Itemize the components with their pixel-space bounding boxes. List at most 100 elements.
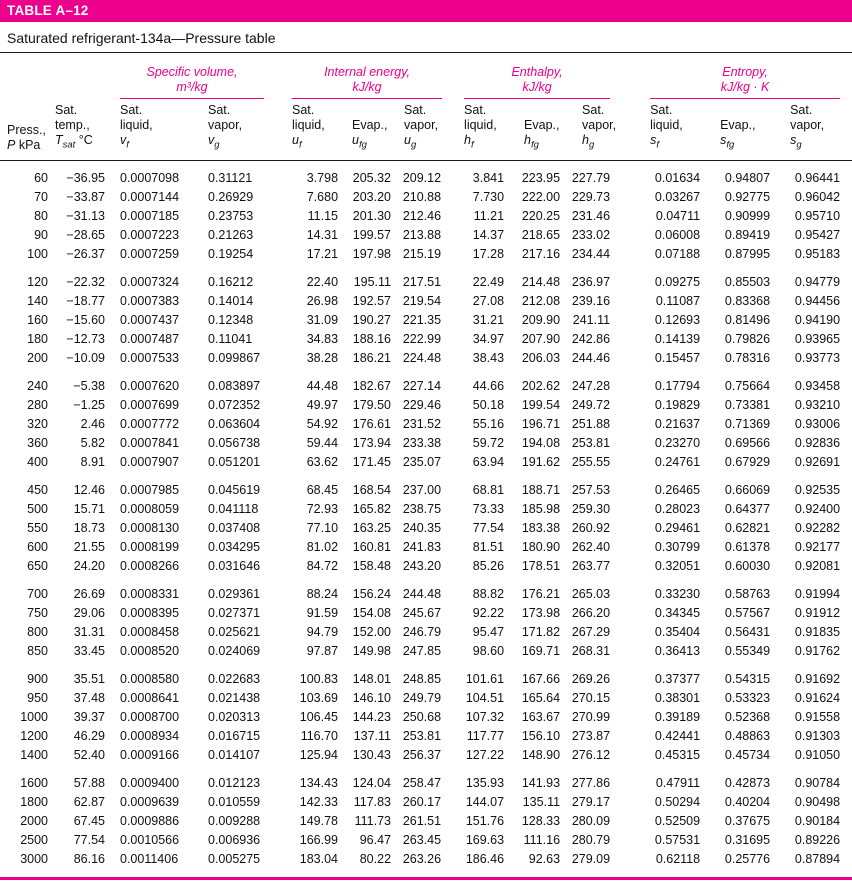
cell-uf: 116.70	[300, 728, 339, 743]
cell-hg: 236.97	[571, 274, 611, 289]
cell-sg: 0.92177	[794, 539, 841, 554]
cell-hf: 50.18	[472, 397, 505, 412]
cell-pressure: 90	[34, 227, 48, 242]
cell-vg: 0.11041	[208, 331, 253, 346]
cell-vg: 0.022683	[208, 671, 261, 686]
cell-ufg: 165.82	[352, 501, 392, 516]
cell-sfg: 0.48863	[724, 728, 771, 743]
cell-vg: 0.009288	[208, 813, 261, 828]
cell-sat-temp: 35.51	[73, 671, 105, 686]
cell-pressure: 950	[27, 690, 48, 705]
cell-hg: 262.40	[571, 539, 611, 554]
cell-hf: 77.54	[472, 520, 505, 535]
column-group-row: Specific volume, m³/kg Internal energy, kJ/…	[0, 53, 852, 99]
cell-sg: 0.93210	[794, 397, 841, 412]
cell-sf: 0.33230	[654, 586, 701, 601]
cell-ug: 221.35	[402, 312, 442, 327]
cell-ufg: 124.04	[352, 775, 392, 790]
col-header-uf: Sat. liquid, uf	[284, 99, 341, 161]
cell-hfg: 209.90	[521, 312, 561, 327]
cell-ufg: 144.23	[352, 709, 392, 724]
cell-sg: 0.92836	[794, 435, 841, 450]
column-group-specific-volume: Specific volume, m³/kg	[110, 53, 284, 99]
cell-uf: 7.680	[306, 189, 339, 204]
table-row: 600 21.55 0.0008199 0.034295 81.02 160.81 241.…	[0, 538, 852, 557]
cell-vf: 0.0008934	[120, 728, 180, 743]
cell-sg: 0.89226	[794, 832, 841, 847]
cell-sf: 0.35404	[654, 624, 701, 639]
cell-vg: 0.034295	[208, 539, 261, 554]
cell-vg: 0.072352	[208, 397, 261, 412]
cell-vg: 0.21263	[208, 227, 254, 242]
cell-hf: 98.60	[472, 643, 505, 658]
cell-sat-temp: 57.88	[73, 775, 105, 790]
cell-vf: 0.0007098	[120, 170, 180, 185]
cell-hf: 7.730	[472, 189, 505, 204]
cell-uf: 106.45	[299, 709, 339, 724]
cell-vg: 0.029361	[208, 586, 261, 601]
table-row: 320 2.46 0.0007772 0.063604 54.92 176.61 231.5…	[0, 415, 852, 434]
cell-hg: 267.29	[571, 624, 611, 639]
cell-sg: 0.91558	[794, 709, 841, 724]
cell-uf: 49.97	[306, 397, 339, 412]
cell-vf: 0.0007259	[120, 246, 180, 261]
cell-uf: 183.04	[299, 851, 339, 866]
col-header-hf: Sat. liquid, hf	[444, 99, 507, 161]
cell-hg: 280.09	[571, 813, 611, 828]
cell-ufg: 137.11	[353, 728, 392, 743]
cell-sfg: 0.71369	[724, 416, 771, 431]
cell-sat-temp: −22.32	[66, 274, 105, 289]
cell-uf: 63.62	[306, 454, 339, 469]
cell-hfg: 223.95	[521, 170, 561, 185]
column-group-enthalpy: Enthalpy, kJ/kg	[444, 53, 612, 99]
cell-ug: 260.17	[402, 794, 442, 809]
cell-sfg: 0.60030	[724, 558, 771, 573]
cell-sfg: 0.42873	[724, 775, 771, 790]
cell-hf: 85.26	[472, 558, 505, 573]
cell-ug: 229.46	[402, 397, 442, 412]
table-row: 650 24.20 0.0008266 0.031646 84.72 158.48 243.…	[0, 557, 852, 576]
cell-sat-temp: −10.09	[66, 350, 105, 365]
table-row: 1600 57.88 0.0009400 0.012123 134.43 124.04 25…	[0, 774, 852, 793]
cell-sg: 0.96042	[794, 189, 841, 204]
cell-hg: 259.30	[571, 501, 611, 516]
cell-sat-temp: 37.48	[73, 690, 105, 705]
col-header-vf: Sat. liquid, vf	[110, 99, 198, 161]
cell-sf: 0.21637	[654, 416, 701, 431]
cell-sf: 0.34345	[654, 605, 701, 620]
cell-sg: 0.93006	[794, 416, 841, 431]
table-row: 140 −18.77 0.0007383 0.14014 26.98 192.57 219.…	[0, 292, 852, 311]
cell-sg: 0.92081	[794, 558, 841, 573]
cell-sat-temp: 62.87	[73, 794, 105, 809]
cell-sf: 0.32051	[654, 558, 701, 573]
cell-ug: 227.14	[402, 378, 442, 393]
cell-hg: 229.73	[571, 189, 611, 204]
cell-sfg: 0.55349	[724, 643, 771, 658]
table-row: 750 29.06 0.0008395 0.027371 91.59 154.08 245.…	[0, 604, 852, 623]
cell-vg: 0.024069	[208, 643, 261, 658]
column-group-label: Specific volume,	[146, 65, 238, 79]
cell-vg: 0.041118	[208, 501, 259, 516]
cell-sat-temp: −31.13	[66, 208, 105, 223]
cell-ug: 213.88	[402, 227, 442, 242]
cell-sat-temp: 86.16	[73, 851, 105, 866]
row-group-gap	[0, 368, 852, 377]
cell-sat-temp: 33.45	[73, 643, 105, 658]
cell-sfg: 0.53323	[724, 690, 771, 705]
cell-hfg: 165.64	[521, 690, 561, 705]
cell-sf: 0.14139	[654, 331, 701, 346]
cell-vg: 0.099867	[208, 350, 261, 365]
cell-uf: 14.31	[306, 227, 339, 242]
cell-sg: 0.91624	[794, 690, 841, 705]
column-group-units: kJ/kg	[352, 80, 382, 94]
cell-sfg: 0.90999	[724, 208, 771, 223]
cell-vf: 0.0007533	[120, 350, 180, 365]
cell-ufg: 154.08	[352, 605, 392, 620]
cell-ufg: 192.57	[352, 293, 392, 308]
cell-uf: 134.43	[299, 775, 339, 790]
table-row: 280 −1.25 0.0007699 0.072352 49.97 179.50 229.…	[0, 396, 852, 415]
cell-uf: 149.78	[299, 813, 339, 828]
cell-sg: 0.90784	[794, 775, 841, 790]
cell-vf: 0.0009400	[120, 775, 180, 790]
cell-sg: 0.94456	[794, 293, 841, 308]
